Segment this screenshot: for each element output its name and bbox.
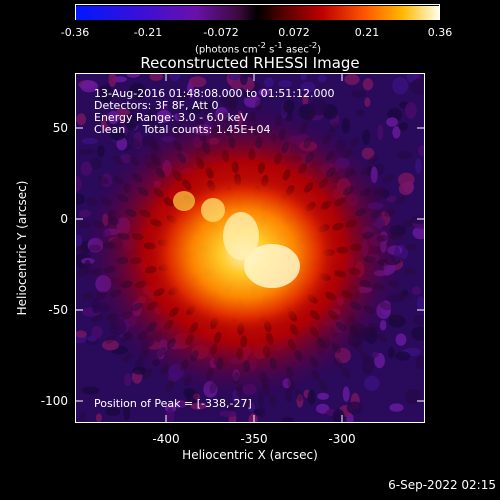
colorbar-tick: -0.21 xyxy=(133,26,163,39)
x-tick-label: -350 xyxy=(240,432,268,446)
annotation-time: 13-Aug-2016 01:48:08.000 to 01:51:12.000 xyxy=(94,87,335,100)
axis-tick-marks xyxy=(75,73,425,423)
y-tick-label: -100 xyxy=(40,394,68,408)
image-title: Reconstructed RHESSI Image xyxy=(140,54,360,72)
rhessi-image-plot xyxy=(75,73,425,423)
annotation-energy: Energy Range: 3.0 - 6.0 keV xyxy=(94,111,248,124)
colorbar-units: (photons cm-2 s-1 asec-2) xyxy=(194,40,322,56)
colorbar xyxy=(75,4,440,20)
colorbar-tick: 0.072 xyxy=(278,26,310,39)
annotation-peak-position: Position of Peak = [-338,-27] xyxy=(94,397,252,410)
annotation-detectors: Detectors: 3F 8F, Att 0 xyxy=(94,99,219,112)
colorbar-tick: 0.36 xyxy=(427,26,453,39)
y-tick-label: -50 xyxy=(48,303,68,317)
annotation-clean: Clean Total counts: 1.45E+04 xyxy=(94,123,271,136)
colorbar-gradient xyxy=(76,6,439,20)
x-tick-label: -300 xyxy=(328,432,356,446)
x-axis-label: Heliocentric X (arcsec) xyxy=(182,448,318,462)
colorbar-tick: -0.072 xyxy=(203,26,239,39)
y-axis-label: Heliocentric Y (arcsec) xyxy=(15,180,29,316)
colorbar-tick: 0.21 xyxy=(354,26,380,39)
rhessi-image xyxy=(76,74,424,422)
x-tick-label: -400 xyxy=(152,432,180,446)
plot-timestamp: 6-Sep-2022 02:15 xyxy=(388,478,496,492)
colorbar-tick: -0.36 xyxy=(60,26,90,39)
y-tick-label: 0 xyxy=(60,212,68,226)
y-tick-label: 50 xyxy=(52,121,68,135)
